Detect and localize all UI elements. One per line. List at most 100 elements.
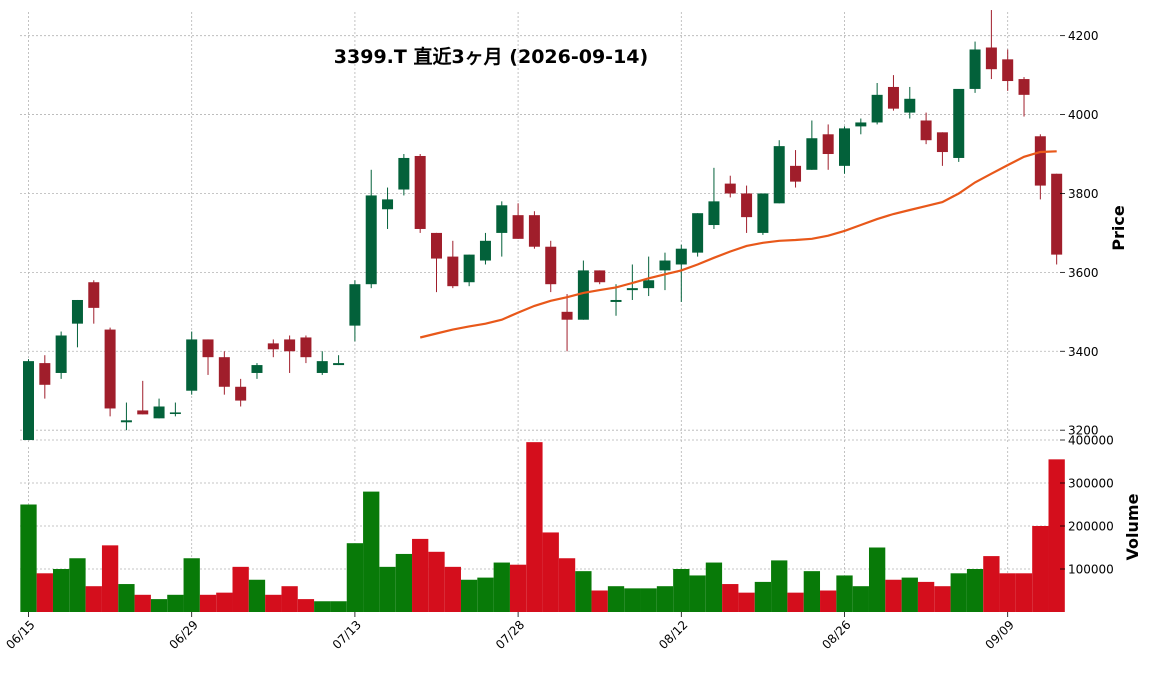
candle-body xyxy=(398,157,410,190)
volume-bar xyxy=(575,571,592,612)
candle-body xyxy=(202,339,214,358)
candlestick xyxy=(512,203,524,239)
candle-body xyxy=(251,365,263,373)
volume-bar xyxy=(950,573,967,612)
volume-bar xyxy=(803,571,821,612)
candle-body xyxy=(55,335,67,373)
volume-bar xyxy=(934,586,951,612)
candlestick xyxy=(594,270,606,285)
candlestick xyxy=(218,351,230,395)
volume-bar xyxy=(379,566,396,612)
volume-bar xyxy=(836,575,853,612)
candle-body xyxy=(1002,59,1014,82)
volume-bar xyxy=(52,569,70,612)
candlestick xyxy=(316,351,328,375)
volume-bar xyxy=(199,594,217,612)
candle-body xyxy=(463,254,475,283)
date-tick-label: 07/28 xyxy=(493,618,527,652)
candlestick xyxy=(71,299,83,348)
volume-bar xyxy=(1015,573,1033,612)
candle-body xyxy=(120,420,132,423)
volume-bar xyxy=(20,504,37,612)
volume-bar xyxy=(983,556,1000,612)
volume-bar xyxy=(591,590,608,612)
candle-body xyxy=(920,120,932,141)
candlestick xyxy=(88,280,100,324)
candlestick xyxy=(186,331,198,395)
candle-body xyxy=(88,282,100,308)
moving-average-line xyxy=(419,150,1057,339)
candle-body xyxy=(528,215,540,247)
volume-bar xyxy=(673,569,690,612)
candle-body xyxy=(855,122,867,127)
candlestick xyxy=(300,335,312,364)
volume-bar xyxy=(134,594,151,612)
volume-bar xyxy=(297,599,315,612)
volume-bar xyxy=(493,562,510,612)
volume-bar xyxy=(444,566,461,612)
volume-bar xyxy=(346,543,364,612)
candlestick xyxy=(251,363,263,379)
volume-bar xyxy=(852,586,869,612)
candlestick xyxy=(284,335,296,373)
volume-bar xyxy=(101,545,119,612)
candlestick xyxy=(235,378,247,407)
volume-bar xyxy=(542,532,559,612)
date-axis: 06/15 06/29 07/13 07/28 08/12 08/26 09/09 xyxy=(3,612,1017,652)
candlestick xyxy=(577,260,589,320)
volume-bar xyxy=(868,547,886,612)
candle-body xyxy=(382,199,394,210)
candlestick xyxy=(23,359,34,441)
candle-body xyxy=(284,339,296,352)
candlestick xyxy=(920,112,932,145)
candle-body xyxy=(594,270,606,283)
candle-body xyxy=(708,201,720,226)
candlestick xyxy=(528,211,540,249)
volume-bar xyxy=(509,564,527,612)
volume-bar xyxy=(607,586,625,612)
date-tick-label: 08/26 xyxy=(819,618,853,652)
candlestick xyxy=(643,256,655,297)
candle-body xyxy=(1051,173,1063,255)
volume-bar xyxy=(183,558,200,612)
candle-body xyxy=(1018,79,1030,95)
volume-bar xyxy=(428,551,445,612)
volume-bar xyxy=(69,558,86,612)
candle-body xyxy=(545,246,557,285)
candlestick xyxy=(55,331,67,379)
candlestick xyxy=(708,167,720,229)
candlestick xyxy=(741,185,753,233)
candle-body xyxy=(822,134,834,155)
candlestick xyxy=(463,254,475,287)
date-tick-label: 07/13 xyxy=(330,618,364,652)
volume-tick-label: 200000 xyxy=(1068,520,1114,534)
volume-bar xyxy=(1048,459,1065,612)
volume-bar xyxy=(363,491,380,612)
volume-bar xyxy=(85,586,102,612)
candlestick xyxy=(137,380,149,415)
volume-bar xyxy=(395,553,413,612)
volume-bar xyxy=(1032,526,1049,612)
candle-body xyxy=(71,299,83,324)
volume-tick-label: 100000 xyxy=(1068,563,1114,577)
price-tick-label: 4200 xyxy=(1068,29,1099,43)
candle-body xyxy=(561,311,573,320)
volume-bar xyxy=(999,573,1016,612)
price-axis-label: Price xyxy=(1109,205,1128,251)
candlestick xyxy=(153,398,165,419)
volume-bar xyxy=(787,592,804,612)
price-axis: 3200 3400 3600 3800 4000 4200 xyxy=(1060,29,1099,438)
price-gridlines xyxy=(20,35,1060,431)
candle-body xyxy=(39,363,51,385)
candle-body xyxy=(316,361,328,373)
candlestick xyxy=(479,232,491,265)
candle-body xyxy=(675,248,687,265)
volume-bar xyxy=(901,577,918,612)
candlestick xyxy=(985,10,997,80)
candlestick xyxy=(447,240,459,289)
candle-body xyxy=(447,256,459,287)
candlestick xyxy=(904,86,916,119)
price-tick-label: 3200 xyxy=(1068,424,1099,438)
candlestick xyxy=(724,175,736,198)
volume-bar xyxy=(314,601,331,612)
